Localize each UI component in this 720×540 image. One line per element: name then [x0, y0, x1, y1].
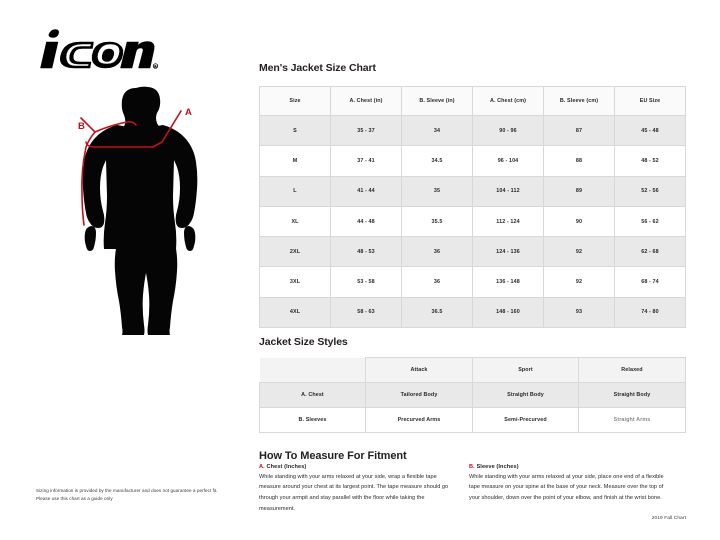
left-illustration-panel: R — [0, 0, 250, 540]
table-row: A. Chest Tailored Body Straight Body Str… — [259, 382, 686, 408]
how-to-heading: A. Chest (Inches) — [259, 464, 459, 470]
table-cell: 87 — [543, 114, 615, 147]
table-row: 3XL 53 - 58 36 136 - 148 92 68 - 74 — [259, 266, 686, 298]
table-cell: 4XL — [259, 296, 331, 329]
how-to-column-sleeve: B. Sleeve (Inches) While standing with y… — [469, 464, 669, 515]
measure-label-b: B — [78, 121, 86, 132]
table-cell: 2XL — [259, 236, 331, 268]
table-cell: 36 — [401, 236, 473, 268]
table-cell: 68 - 74 — [614, 266, 686, 298]
marker-b: B. — [469, 464, 475, 470]
table-row: XL 44 - 48 35.5 112 - 124 90 56 - 62 — [259, 205, 686, 238]
table-cell: 52 - 56 — [614, 175, 686, 207]
size-chart-title: Men's Jacket Size Chart — [259, 62, 376, 74]
body-measurement-figure — [55, 85, 225, 335]
disclaimer-line-2: Please use this chart as a guide only — [36, 496, 113, 502]
table-cell: 148 - 160 — [472, 296, 544, 329]
table-cell: XL — [259, 205, 331, 238]
size-styles-table: Attack Sport Relaxed A. Chest Tailored B… — [259, 357, 686, 433]
size-chart-table: Size A. Chest (in) B. Sleeve (in) A. Che… — [259, 86, 686, 329]
how-to-measure-title: How To Measure For Fitment — [259, 450, 407, 462]
table-cell: 53 - 58 — [330, 266, 402, 298]
table-row: S 35 - 37 34 90 - 96 87 45 - 48 — [259, 114, 686, 147]
icon-brand-logo: R — [34, 27, 160, 73]
table-cell: 74 - 80 — [614, 296, 686, 329]
table-cell: 92 — [543, 266, 615, 298]
table-row: M 37 - 41 34.5 96 - 104 88 48 - 52 — [259, 145, 686, 177]
column-header: Sport — [472, 357, 579, 383]
table-cell: 89 — [543, 175, 615, 207]
table-cell: 56 - 62 — [614, 205, 686, 238]
how-to-body: While standing with your arms relaxed at… — [259, 473, 449, 513]
table-cell: 35 - 37 — [330, 114, 402, 147]
how-to-measure-columns: A. Chest (Inches) While standing with yo… — [259, 464, 685, 515]
measure-label-a: A — [185, 107, 193, 118]
footer-chart-note: 2019 Fall Chart — [651, 516, 686, 521]
table-row: 4XL 58 - 63 36.5 148 - 160 93 74 - 80 — [259, 296, 686, 329]
table-cell: 136 - 148 — [472, 266, 544, 298]
column-header: B. Sleeve (cm) — [543, 86, 615, 116]
how-to-heading: B. Sleeve (Inches) — [469, 464, 669, 470]
column-header: Relaxed — [578, 357, 686, 383]
table-cell: 35 — [401, 175, 473, 207]
table-cell: 58 - 63 — [330, 296, 402, 329]
table-cell: 36 — [401, 266, 473, 298]
table-cell: 34.5 — [401, 145, 473, 177]
marker-a: A. — [259, 464, 265, 470]
table-cell: Straight Body — [472, 382, 579, 408]
right-content-panel: Men's Jacket Size Chart Size A. Chest (i… — [259, 0, 695, 540]
table-cell: L — [259, 175, 331, 207]
table-cell: 124 - 136 — [472, 236, 544, 268]
size-styles-title: Jacket Size Styles — [259, 336, 348, 348]
table-cell: 3XL — [259, 266, 331, 298]
svg-text:R: R — [154, 65, 157, 69]
table-cell: Semi-Precurved — [472, 407, 579, 433]
table-cell: 90 - 96 — [472, 114, 544, 147]
table-cell: 37 - 41 — [330, 145, 402, 177]
sizing-disclaimer: Sizing information is provided by the ma… — [36, 487, 251, 503]
how-to-heading-text: Sleeve (Inches) — [476, 464, 519, 470]
table-cell: 45 - 48 — [614, 114, 686, 147]
table-cell: 104 - 112 — [472, 175, 544, 207]
table-cell: 93 — [543, 296, 615, 329]
table-cell: 90 — [543, 205, 615, 238]
row-header: B. Sleeves — [259, 407, 366, 433]
corner-cell — [259, 357, 366, 383]
column-header: Size — [259, 86, 331, 116]
table-cell: 36.5 — [401, 296, 473, 329]
column-header: A. Chest (cm) — [472, 86, 544, 116]
table-cell: 35.5 — [401, 205, 473, 238]
how-to-body: While standing with your arms relaxed at… — [469, 473, 664, 502]
table-header-row: Size A. Chest (in) B. Sleeve (in) A. Che… — [259, 86, 686, 116]
table-cell: 88 — [543, 145, 615, 177]
table-cell: 41 - 44 — [330, 175, 402, 207]
styles-header-row: Attack Sport Relaxed — [259, 357, 686, 383]
row-header: A. Chest — [259, 382, 366, 408]
table-row: 2XL 48 - 53 36 124 - 136 92 62 - 68 — [259, 236, 686, 268]
column-header: Attack — [365, 357, 473, 383]
disclaimer-line-1: Sizing information is provided by the ma… — [36, 488, 218, 493]
table-cell: Precurved Arms — [365, 407, 473, 433]
table-row: L 41 - 44 35 104 - 112 89 52 - 56 — [259, 175, 686, 207]
table-cell: 62 - 68 — [614, 236, 686, 268]
table-cell: 112 - 124 — [472, 205, 544, 238]
table-cell: Straight Body — [578, 382, 686, 408]
table-cell: M — [259, 145, 331, 177]
table-cell: 48 - 53 — [330, 236, 402, 268]
column-header: A. Chest (in) — [330, 86, 402, 116]
how-to-column-chest: A. Chest (Inches) While standing with yo… — [259, 464, 459, 515]
how-to-heading-text: Chest (Inches) — [266, 464, 307, 470]
table-cell: Tailored Body — [365, 382, 473, 408]
table-cell: Straight Arms — [578, 407, 686, 433]
table-cell: 96 - 104 — [472, 145, 544, 177]
column-header: EU Size — [614, 86, 686, 116]
column-header: B. Sleeve (in) — [401, 86, 473, 116]
table-cell: 92 — [543, 236, 615, 268]
table-cell: 48 - 52 — [614, 145, 686, 177]
table-cell: S — [259, 114, 331, 147]
table-cell: 34 — [401, 114, 473, 147]
table-row: B. Sleeves Precurved Arms Semi-Precurved… — [259, 407, 686, 433]
table-cell: 44 - 48 — [330, 205, 402, 238]
